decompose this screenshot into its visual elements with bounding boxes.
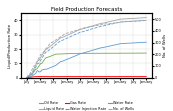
Legend: Oil Rate, Liquid Rate, Gas Rate, Water Injection Rate, Water Rate, No. of Wells: Oil Rate, Liquid Rate, Gas Rate, Water I… [37, 100, 136, 111]
Y-axis label: Liquid/Production Rate: Liquid/Production Rate [8, 23, 12, 68]
Title: Field Production Forecasts: Field Production Forecasts [51, 7, 122, 12]
Y-axis label: No. of Wells: No. of Wells [163, 34, 167, 57]
